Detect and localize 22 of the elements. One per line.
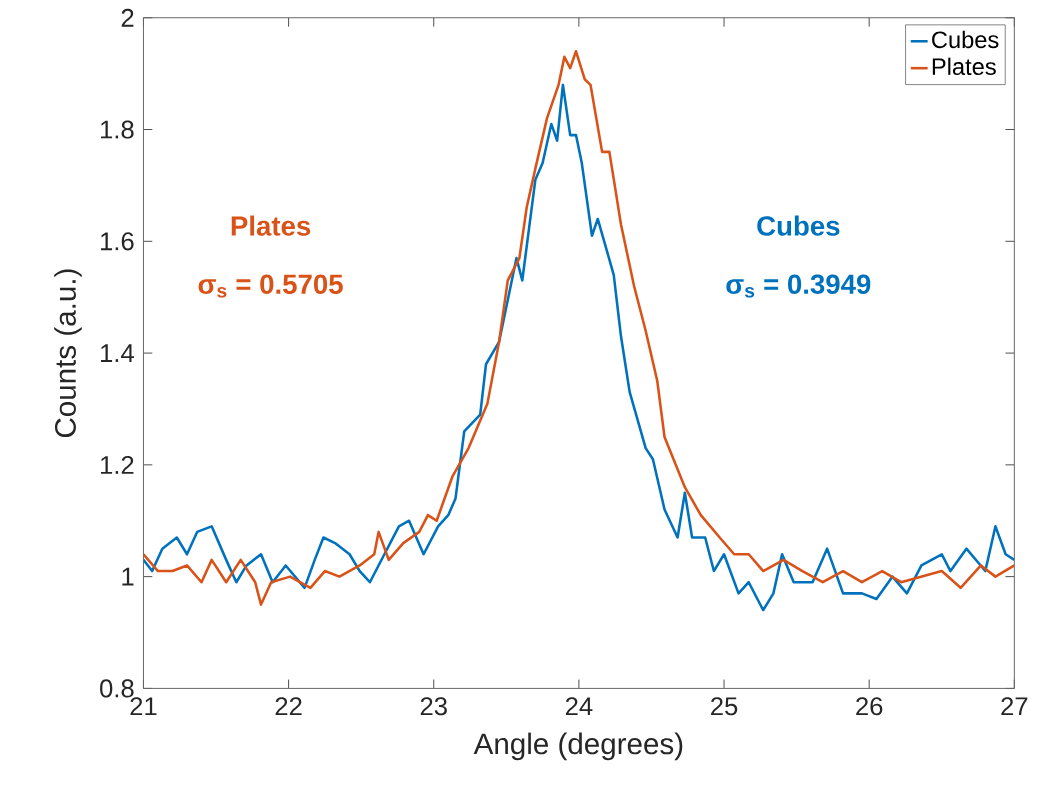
legend-label: Cubes — [932, 30, 999, 49]
x-tick-label: 23 — [420, 697, 447, 716]
text: σ$_{s}$ = 0.3949 — [726, 274, 871, 298]
x-tick-label: 22 — [275, 697, 302, 716]
annotation: Plates — [231, 215, 311, 236]
x-tick-label: 26 — [856, 697, 883, 716]
y-tick-label: 1.4 — [101, 344, 134, 363]
x-tick-label: 25 — [711, 697, 738, 716]
y-axis-title: Counts (a.u.) — [54, 269, 82, 438]
x-tick-label: 21 — [130, 697, 157, 716]
y-tick-label: 1.2 — [101, 456, 134, 474]
y-tick-label: 1.8 — [101, 120, 134, 139]
x-axis-title: Angle (degrees) — [473, 732, 683, 761]
y-tick-label: 1 — [122, 567, 134, 586]
y-tick-label: 2 — [121, 8, 134, 27]
y-tick-label: 0.8 — [100, 679, 134, 698]
x-tick-label: 27 — [1001, 697, 1028, 716]
annotation: Cubes — [757, 215, 840, 236]
text: σ$_{s}$ = 0.5705 — [198, 274, 343, 298]
y-tick-label: 1.6 — [101, 232, 134, 251]
x-tick-label: 24 — [565, 697, 593, 716]
legend-label: Plates — [932, 57, 996, 76]
